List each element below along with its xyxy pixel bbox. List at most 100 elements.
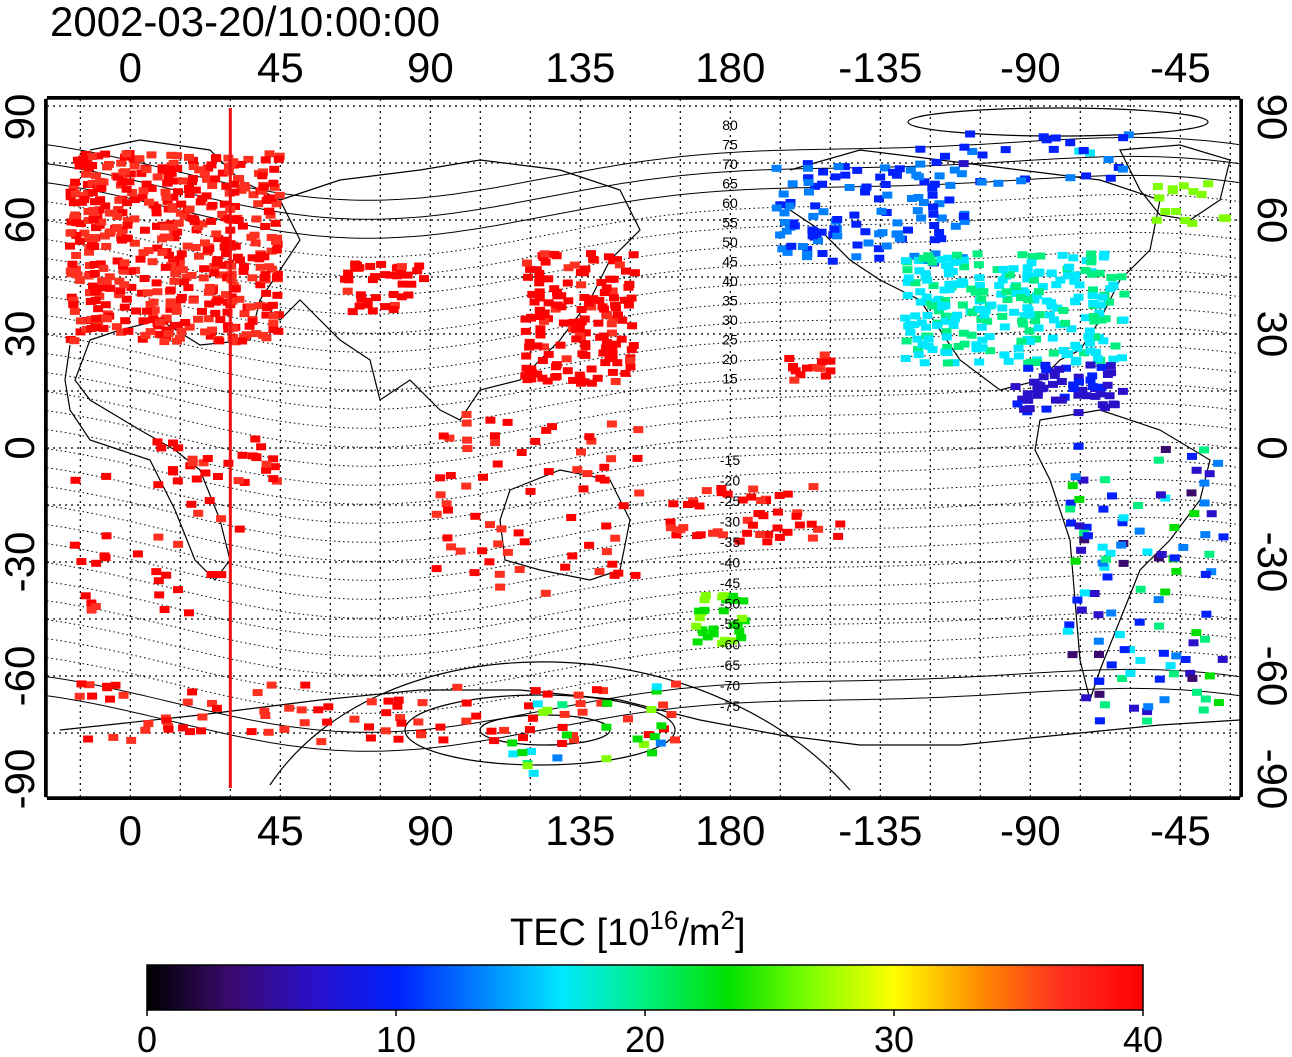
tec-cell (702, 633, 713, 641)
tec-cell (915, 298, 926, 306)
tec-cell (539, 250, 550, 258)
tec-cell (128, 155, 139, 163)
tec-cell (352, 261, 363, 269)
tec-cell (967, 148, 978, 155)
tec-cell (827, 257, 838, 265)
tec-cell (154, 319, 165, 326)
tec-cell (385, 271, 396, 279)
tec-cell (950, 258, 961, 266)
tec-cell (524, 338, 535, 346)
tec-cell (621, 267, 631, 275)
tec-cell (251, 215, 262, 223)
tec-cell (412, 267, 423, 275)
tec-cell (176, 200, 187, 208)
tec-cell (608, 257, 619, 265)
tec-cell (919, 178, 930, 186)
tec-cell (817, 180, 828, 188)
tec-cell (1168, 670, 1179, 678)
tec-cell (1025, 337, 1036, 345)
tec-cell (1004, 271, 1015, 279)
tec-cell (979, 311, 990, 319)
tec-cell (950, 222, 961, 230)
tec-cell (68, 301, 79, 309)
tec-cell (273, 155, 284, 163)
tec-cell (88, 282, 98, 290)
tec-cell (580, 329, 591, 337)
tec-cell (502, 548, 513, 556)
tec-cell (268, 312, 279, 320)
tec-cell (1201, 610, 1212, 618)
tec-cell (540, 589, 551, 597)
tec-cell (944, 280, 955, 288)
tec-cell (417, 699, 428, 707)
tec-cell (936, 214, 947, 222)
tec-cell (692, 638, 703, 646)
tec-cell (756, 497, 767, 504)
tec-cell (118, 691, 129, 699)
tec-cell (271, 273, 282, 281)
tec-cell (1134, 527, 1145, 535)
tec-cell (1022, 390, 1033, 398)
tec-cell (610, 340, 621, 348)
tec-cell (1106, 609, 1117, 617)
mlat-label: -30 (720, 514, 740, 530)
tec-cell (639, 740, 649, 748)
tec-cell (178, 724, 189, 732)
tec-cell (230, 285, 241, 293)
tec-cell (1081, 694, 1092, 702)
tec-cell (557, 723, 568, 731)
tec-cell (205, 332, 216, 340)
tec-cell (888, 168, 899, 176)
tec-cell (230, 215, 241, 223)
tec-cell (168, 468, 179, 476)
tec-cell (525, 487, 536, 495)
tec-cell (1024, 405, 1035, 413)
tec-cell (184, 190, 195, 198)
tec-cell (1066, 325, 1077, 333)
tec-cell (165, 305, 176, 313)
tec-cell (264, 150, 275, 158)
tec-cell (217, 169, 228, 177)
tec-cell (1167, 187, 1178, 195)
tec-cell (1079, 536, 1090, 544)
tec-cell (943, 265, 954, 273)
tec-cell (502, 418, 513, 426)
tec-cell (79, 192, 90, 200)
tec-cell (524, 726, 535, 734)
tec-cell (1016, 337, 1027, 345)
tec-cell (880, 181, 891, 188)
tec-cell (173, 540, 184, 548)
tec-cell (1065, 499, 1076, 507)
tec-cell (626, 346, 637, 354)
tec-cell (239, 478, 250, 486)
tec-cell (215, 316, 226, 324)
tec-cell (79, 229, 90, 237)
tec-cell (152, 288, 163, 296)
tec-cell (1085, 149, 1095, 157)
tec-cell (98, 324, 109, 332)
tec-cell (247, 317, 258, 325)
tec-cell (948, 322, 959, 329)
tec-cell (168, 223, 179, 231)
tec-cell (1033, 324, 1044, 332)
tec-cell (1029, 378, 1040, 386)
tec-cell (986, 301, 997, 309)
tec-cell (1118, 559, 1129, 567)
tec-cell (1008, 265, 1019, 273)
tec-cell (111, 224, 122, 232)
tec-cell (1070, 298, 1080, 306)
tec-cell (1048, 145, 1059, 153)
tec-cell (1160, 446, 1171, 453)
tec-cell (566, 514, 577, 521)
tec-cell (1011, 283, 1022, 291)
tec-cell (191, 475, 202, 483)
tec-cell (539, 343, 549, 351)
tec-cell (1056, 378, 1067, 385)
tec-cell (1106, 661, 1117, 669)
tec-cell (96, 184, 107, 192)
tec-cell (1100, 476, 1111, 484)
tec-cell (461, 419, 472, 427)
tec-cell (239, 263, 249, 271)
figure-title: 2002-03-20/10:00:00 (50, 0, 440, 45)
tec-cell (198, 274, 209, 282)
